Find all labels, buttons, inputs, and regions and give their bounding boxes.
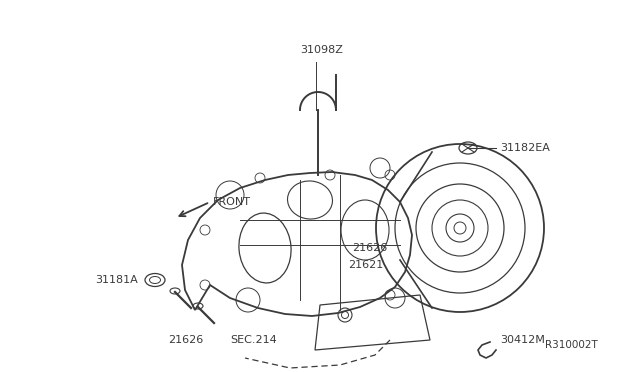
Text: 21626: 21626 [352, 243, 387, 253]
Text: 31181A: 31181A [95, 275, 138, 285]
Text: 30412M: 30412M [500, 335, 545, 345]
Text: SEC.214: SEC.214 [230, 335, 276, 345]
Text: 31182EA: 31182EA [500, 143, 550, 153]
Text: R310002T: R310002T [545, 340, 598, 350]
Text: 21626: 21626 [168, 335, 204, 345]
Text: 31098Z: 31098Z [300, 45, 343, 55]
Text: FRONT: FRONT [213, 197, 251, 207]
Text: 21621: 21621 [348, 260, 383, 270]
